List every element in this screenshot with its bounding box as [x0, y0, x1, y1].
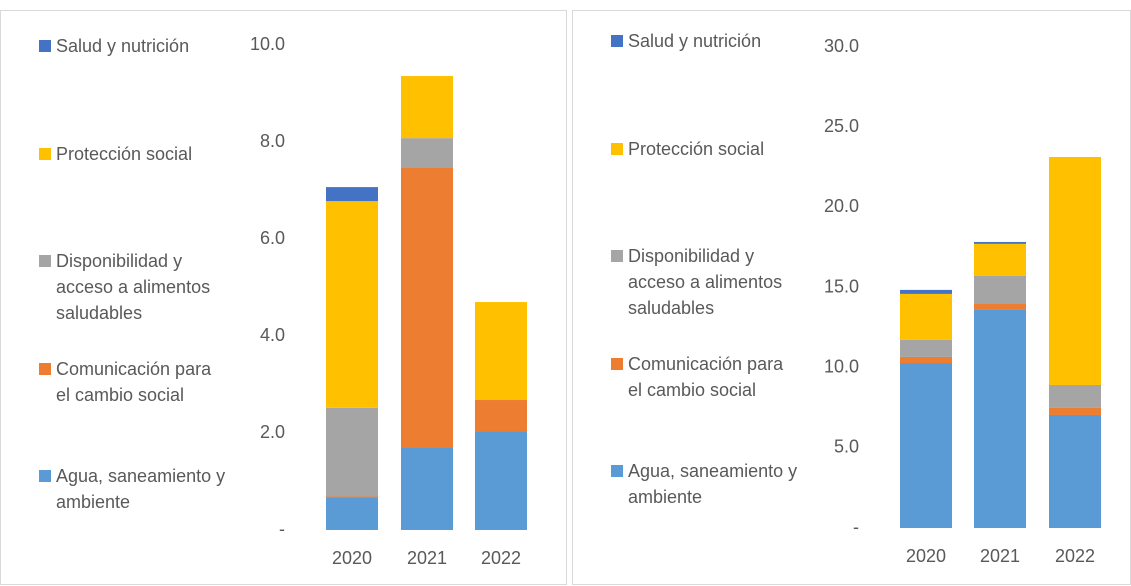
legend-label: Agua, saneamiento y ambiente: [56, 466, 226, 512]
bar-segment: [974, 275, 1026, 305]
bar-segment: [326, 187, 378, 202]
legend-entry: Protección social: [611, 136, 798, 162]
chart-panel: - 2.0 4.0 6.0 8.0 10.0 2020 2021 2022 Agua, sanea…: [0, 10, 567, 585]
x-tick-label: 2020: [332, 548, 372, 568]
legend-swatch: [611, 357, 623, 370]
bar-segment: [475, 400, 527, 432]
legend-entry: Salud y nutrición: [611, 28, 798, 54]
legend-entry: Salud y nutrición: [39, 33, 226, 59]
y-tick-label: 6.0: [260, 228, 285, 248]
legend-swatch: [611, 35, 623, 47]
bar-segment: [900, 339, 952, 357]
bar-segment: [326, 201, 378, 408]
bar-segment: [974, 304, 1026, 310]
bar-segment: [974, 241, 1026, 244]
chart: - 2.0 4.0 6.0 8.0 10.0 2020 2021 2022: [250, 34, 527, 568]
y-tick-label: -: [279, 519, 285, 539]
legend-swatch: [39, 362, 51, 375]
y-tick-label: 2.0: [260, 422, 285, 442]
legend-entry: Agua, saneamiento y ambiente: [39, 463, 226, 515]
x-tick-label: 2020: [906, 546, 946, 566]
x-tick-label: 2021: [407, 548, 447, 568]
legend-label: Salud y nutrición: [56, 36, 190, 56]
legend-label: Salud y nutrición: [628, 31, 762, 51]
y-tick-label: 10.0: [824, 356, 859, 376]
bar-segment: [1049, 156, 1101, 385]
legend-label: Comunicación para el cambio social: [56, 358, 212, 405]
x-tick-label: 2022: [1055, 546, 1095, 566]
y-tick-label: 8.0: [260, 131, 285, 151]
bar-segment: [1049, 414, 1101, 528]
legend-swatch: [39, 470, 51, 482]
bar-segment: [900, 289, 952, 294]
legend-entry: Disponibilidad y acceso a alimentos salu…: [39, 248, 226, 326]
legend-swatch: [39, 40, 51, 52]
legend-label: Disponibilidad y acceso a alimentos salu…: [56, 251, 211, 323]
legend-label: Comunicación para el cambio social: [628, 353, 784, 400]
bar-segment: [326, 407, 378, 497]
bar-segment: [1049, 384, 1101, 408]
x-tick-label: 2022: [481, 548, 521, 568]
bar-segment: [974, 309, 1026, 528]
y-tick-label: 15.0: [824, 276, 859, 296]
bar-segment: [900, 356, 952, 364]
legend-entry: Comunicación para el cambio social: [39, 356, 226, 408]
bar-segment: [974, 243, 1026, 276]
y-tick-label: 5.0: [834, 437, 859, 457]
bar-segment: [401, 76, 453, 139]
legend-swatch: [611, 142, 623, 155]
x-tick-label: 2021: [980, 546, 1020, 566]
y-tick-label: -: [853, 517, 859, 537]
bar-segment: [900, 363, 952, 528]
legend-entry: Agua, saneamiento y ambiente: [611, 458, 798, 510]
chart-panel: - 5.0 10.0 15.0 20.0 25.0 30.0 2020 2021 2022 Agua…: [572, 10, 1131, 585]
legend-entry: Comunicación para el cambio social: [611, 351, 798, 403]
chart: - 5.0 10.0 15.0 20.0 25.0 30.0 2020 2021 2022: [824, 36, 1101, 566]
bar-segment: [900, 293, 952, 340]
bar-segment: [401, 167, 453, 448]
legend-label: Protección social: [628, 138, 765, 159]
bar-segment: [326, 497, 378, 530]
legend-swatch: [611, 250, 623, 262]
legend-swatch: [39, 147, 51, 160]
bar-segment: [475, 302, 527, 401]
y-tick-label: 20.0: [824, 196, 859, 216]
y-tick-label: 25.0: [824, 116, 859, 136]
bar-segment: [475, 431, 527, 530]
legend-swatch: [611, 465, 623, 477]
bar-segment: [1049, 407, 1101, 415]
legend-entry: Protección social: [39, 141, 226, 167]
y-tick-label: 4.0: [260, 325, 285, 345]
legend-label: Protección social: [56, 143, 193, 164]
y-tick-label: 10.0: [250, 34, 285, 54]
bar-segment: [326, 496, 378, 498]
legend-label: Disponibilidad y acceso a alimentos salu…: [628, 246, 783, 318]
bar-segment: [401, 447, 453, 530]
legend-label: Agua, saneamiento y ambiente: [628, 461, 798, 507]
y-tick-label: 30.0: [824, 36, 859, 56]
bar-segment: [401, 138, 453, 168]
legend-swatch: [39, 255, 51, 267]
legend-entry: Disponibilidad y acceso a alimentos salu…: [611, 243, 798, 321]
